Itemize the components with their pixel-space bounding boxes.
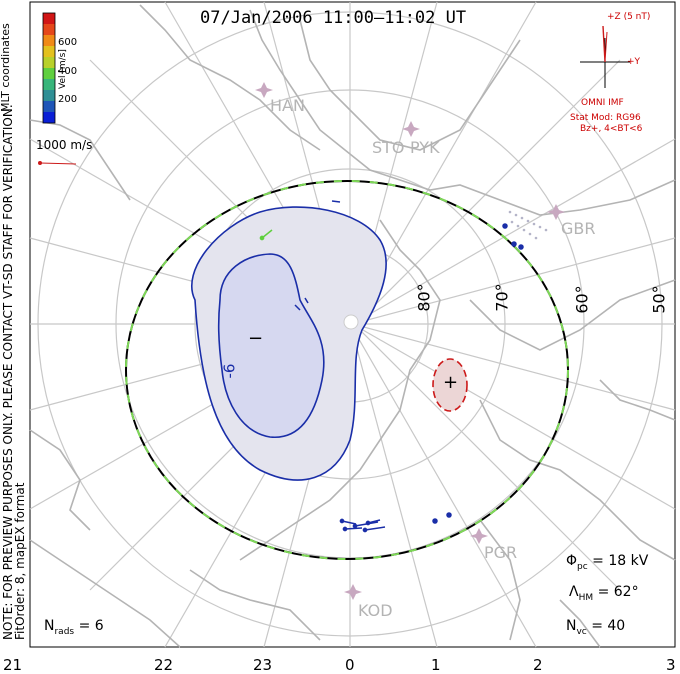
- colorbar-tick-600: 600: [58, 37, 78, 48]
- velocity-vectors-green: [259, 229, 273, 241]
- n-vc-stat: Nvc = 40: [566, 618, 626, 637]
- lambda-hm-stat: ΛHM = 62°: [569, 584, 639, 603]
- colorbar-tick-200: 200: [58, 94, 78, 105]
- positive-cell-label: +: [443, 372, 459, 393]
- phi-pc-value: = 18 kV: [592, 553, 649, 569]
- mlt-label-21: 21: [3, 656, 23, 674]
- positive-potential-cell: [432, 358, 468, 412]
- imf-source: OMNI IMF: [581, 98, 624, 108]
- lat-label-50: 50°: [649, 285, 669, 314]
- side-note: NOTE: FOR PREVIEW PURPOSES ONLY. PLEASE …: [1, 104, 27, 640]
- velocity-vectors: [294, 200, 524, 533]
- colorbar-tick-400: 400: [58, 66, 78, 77]
- imf-z-label: +Z (5 nT): [607, 12, 651, 22]
- imf-y-label: +Y: [627, 57, 641, 67]
- negative-inner-contour: [217, 253, 325, 438]
- stat-model: Stat Mod: RG96: [570, 113, 641, 123]
- contour-value-label: -6: [220, 363, 239, 379]
- map-title: 07/Jan/2006 11:00–11:02 UT: [200, 8, 467, 28]
- lat-label-70: 70°: [492, 283, 512, 312]
- mlt-label-2: 2: [533, 656, 543, 674]
- mlt-label-3: 3: [666, 656, 676, 674]
- station-pyk: PYK: [410, 138, 440, 157]
- station-gbr: GBR: [561, 219, 596, 238]
- mlt-label-0: 0: [345, 656, 355, 674]
- lat-label-80: 80°: [414, 283, 434, 312]
- station-sto: STO: [372, 138, 405, 157]
- velocity-colorbar: [42, 12, 56, 124]
- side-note-line2: FitOrder: 8, mapEX format: [13, 482, 27, 640]
- n-rads-stat: Nrads = 6: [44, 618, 104, 637]
- station-pgr: PGR: [484, 543, 518, 562]
- pole-marker: [343, 314, 359, 330]
- lat-label-60: 60°: [572, 285, 592, 314]
- vector-scale: [38, 161, 77, 165]
- station-kod: KOD: [358, 601, 393, 620]
- imf-clock: [580, 25, 630, 88]
- stat-model-condition: Bz+, 4<BT<6: [580, 124, 643, 134]
- hm-boundary-dash: [125, 180, 569, 560]
- coordinate-system-label: MLT coordinates: [0, 23, 12, 112]
- station-han: HAN: [270, 96, 305, 115]
- mlt-label-23: 23: [253, 656, 273, 674]
- phi-pc-stat: Φpc = 18 kV: [566, 553, 649, 572]
- radar-scatter: [508, 210, 548, 240]
- negative-cell-label: −: [248, 328, 264, 349]
- lambda-hm-value: = 62°: [597, 584, 639, 600]
- n-vc-value: = 40: [591, 618, 626, 634]
- station-markers: [255, 82, 565, 600]
- mlt-label-22: 22: [154, 656, 174, 674]
- n-rads-value: = 6: [78, 618, 104, 634]
- vector-scale-label: 1000 m/s: [36, 138, 93, 152]
- mlt-label-1: 1: [431, 656, 441, 674]
